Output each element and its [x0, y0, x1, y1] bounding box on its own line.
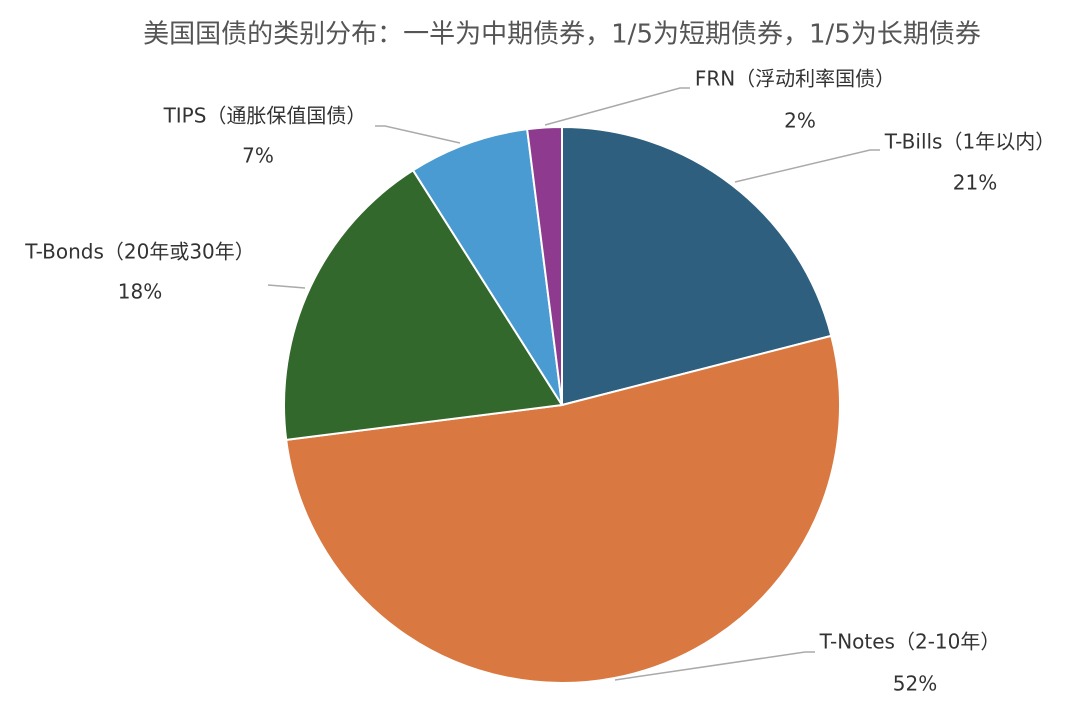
leader-line [267, 284, 306, 289]
leader-line [544, 87, 690, 126]
slice-label: T-Bonds（20年或30年） [24, 240, 255, 264]
slice-value-label: 21% [953, 171, 997, 195]
leader-line [614, 651, 815, 681]
pie-slice [283, 168, 564, 441]
leader-line [734, 149, 880, 183]
pie-slice [561, 125, 833, 407]
pie-slice [526, 125, 563, 406]
slice-value-label: 18% [118, 280, 162, 304]
slice-value-label: 2% [784, 109, 816, 133]
slice-label: TIPS（通胀保值国债） [163, 104, 367, 128]
leader-line [375, 125, 461, 144]
slice-label: T-Bills（1年以内） [884, 130, 1055, 154]
slice-value-label: 7% [242, 144, 274, 168]
chart-title: 美国国债的类别分布：一半为中期债券，1/5为短期债券，1/5为长期债券 [143, 20, 981, 50]
slice-value-label: 52% [893, 672, 937, 696]
slice-label: T-Notes（2-10年） [819, 630, 1001, 654]
slice-label: FRN（浮动利率国债） [695, 67, 895, 91]
pie-slice [411, 128, 563, 406]
